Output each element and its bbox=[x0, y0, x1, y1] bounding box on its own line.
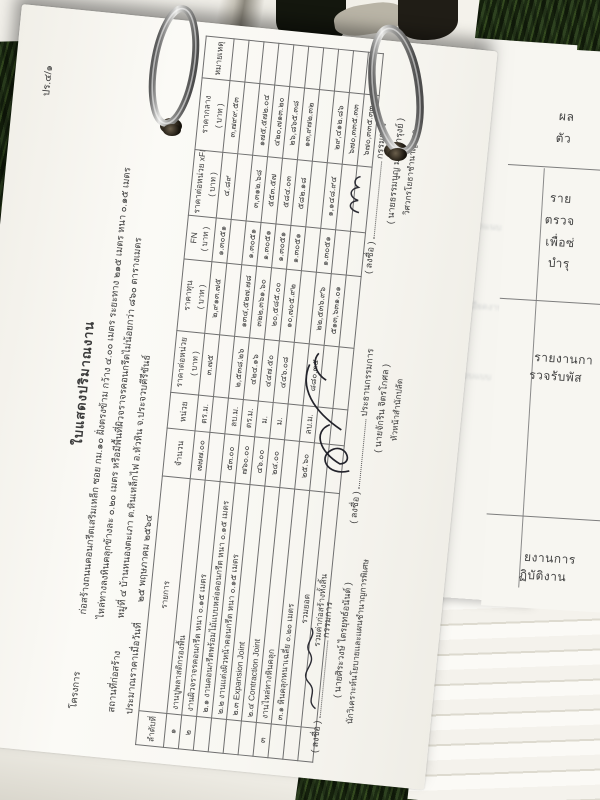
binder-shadow bbox=[398, 0, 458, 40]
punched-hole-shadow bbox=[163, 124, 181, 136]
handwritten-signature bbox=[305, 627, 316, 710]
handwritten-signature bbox=[349, 175, 361, 214]
column-header: หน่วย bbox=[167, 392, 199, 431]
sign-label: ( ลงชื่อ ) bbox=[348, 490, 362, 525]
boq-document: ปร.๔/๑ ใบแสดงปริมาณงาน โครงการ ก่อสร้างถ… bbox=[0, 4, 498, 790]
fragment-text: เพื่อซ่ bbox=[544, 234, 576, 251]
table-border bbox=[486, 513, 600, 523]
binder-ring-icon bbox=[148, 5, 200, 127]
fragment-text: ฏิบัติงาน bbox=[518, 567, 567, 585]
fragment-text: ตรวจ bbox=[544, 212, 576, 229]
project-label: โครงการ bbox=[68, 670, 83, 710]
table-border bbox=[499, 297, 600, 308]
fragment-text: ตัว bbox=[555, 130, 572, 146]
sign-label: ( ลงชื่อ ) bbox=[309, 720, 323, 754]
column-header: ลำดับที่ bbox=[135, 710, 167, 748]
table-border bbox=[507, 164, 600, 174]
fragment-text: ราย bbox=[549, 190, 573, 206]
form-code: ปร.๔/๑ bbox=[41, 64, 56, 97]
fragment-text: รวจรับพัส bbox=[528, 367, 583, 385]
sign-label: ( ลงชื่อ ) bbox=[362, 241, 377, 275]
fragment-text: บำรุ bbox=[547, 255, 571, 271]
fragment-text: ผล bbox=[558, 109, 575, 124]
main-sheet: ปร.๔/๑ ใบแสดงปริมาณงาน โครงการ ก่อสร้างถ… bbox=[0, 4, 498, 790]
punched-hole-shadow bbox=[388, 148, 407, 161]
handwritten-signature bbox=[305, 352, 350, 473]
column-header: FN( บาท ) bbox=[184, 215, 217, 262]
